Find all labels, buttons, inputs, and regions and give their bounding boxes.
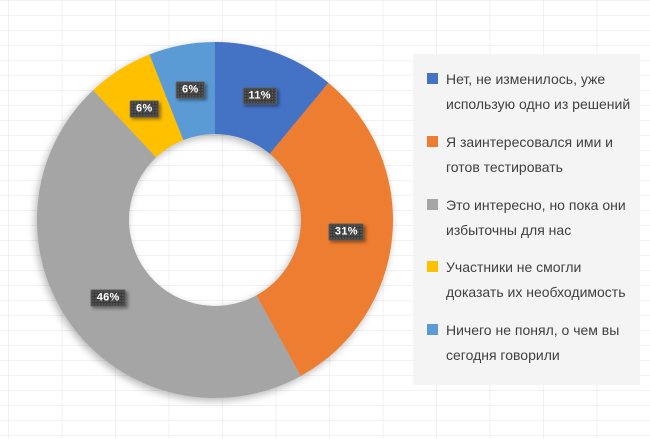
doughnut-slice-3	[36, 90, 301, 398]
legend-item-label: Ничего не понял, о чем вы сегодня говори…	[446, 322, 620, 363]
legend-item-label: Это интересно, но пока они избыточны для…	[446, 196, 626, 238]
legend-item-label: Участники не смогли доказать их необходи…	[446, 259, 626, 301]
legend-item-4: Участники не смогли доказать их необходи…	[427, 255, 632, 305]
legend-swatch-icon	[427, 135, 438, 147]
doughnut-slices	[36, 42, 393, 398]
legend-item-label: Нет, не изменилось, уже использую одно и…	[446, 71, 631, 112]
legend-swatch-icon	[427, 324, 438, 335]
legend-swatch-icon	[427, 73, 438, 84]
legend-item-5: Ничего не понял, о чем вы сегодня говори…	[427, 318, 632, 368]
legend-item-3: Это интересно, но пока они избыточны для…	[427, 193, 632, 243]
doughnut-slice-2	[256, 82, 393, 376]
legend-item-label: Я заинтересовался ими и готов тестироват…	[446, 133, 613, 175]
legend-item-1: Нет, не изменилось, уже использую одно и…	[427, 67, 632, 117]
legend-item-2: Я заинтересовался ими и готов тестироват…	[427, 130, 632, 180]
legend-swatch-icon	[427, 198, 438, 210]
legend-swatch-icon	[427, 261, 438, 273]
chart-legend: Нет, не изменилось, уже использую одно и…	[413, 54, 640, 385]
